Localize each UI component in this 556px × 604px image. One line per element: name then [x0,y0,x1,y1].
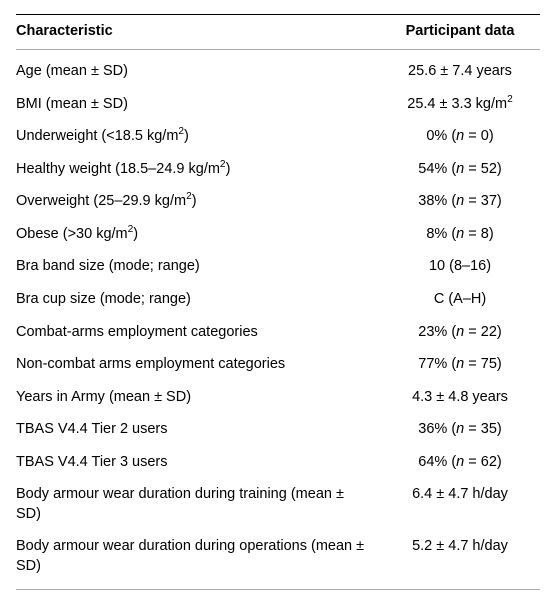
table-row: Overweight (25–29.9 kg/m2)38% (n = 37) [16,186,540,219]
header-row: Characteristic Participant data [16,15,540,50]
table-row: Non-combat arms employment categories77%… [16,349,540,382]
value-cell: 0% (n = 0) [380,121,540,154]
characteristic-cell: Non-combat arms employment categories [16,349,380,382]
characteristic-cell: Body armour wear duration during trainin… [16,479,380,531]
value-cell: C (A–H) [380,283,540,316]
table-row: Years in Army (mean ± SD)4.3 ± 4.8 years [16,381,540,414]
table-row: TBAS V4.4 Tier 2 users36% (n = 35) [16,414,540,447]
value-cell: 25.4 ± 3.3 kg/m2 [380,88,540,121]
table-row: Bra band size (mode; range)10 (8–16) [16,251,540,284]
characteristic-cell: Bra band size (mode; range) [16,251,380,284]
value-cell: 25.6 ± 7.4 years [380,50,540,89]
header-characteristic: Characteristic [16,15,380,50]
value-cell: 77% (n = 75) [380,349,540,382]
characteristic-cell: Body armour wear duration during operati… [16,531,380,589]
characteristic-cell: Age (mean ± SD) [16,50,380,89]
table-row: TBAS V4.4 Tier 3 users64% (n = 62) [16,446,540,479]
table-body: Age (mean ± SD)25.6 ± 7.4 yearsBMI (mean… [16,50,540,590]
value-cell: 38% (n = 37) [380,186,540,219]
value-cell: 36% (n = 35) [380,414,540,447]
characteristic-cell: Healthy weight (18.5–24.9 kg/m2) [16,153,380,186]
value-cell: 8% (n = 8) [380,218,540,251]
table-row: Age (mean ± SD)25.6 ± 7.4 years [16,50,540,89]
value-cell: 23% (n = 22) [380,316,540,349]
value-cell: 4.3 ± 4.8 years [380,381,540,414]
table-row: Combat-arms employment categories23% (n … [16,316,540,349]
characteristic-cell: Years in Army (mean ± SD) [16,381,380,414]
value-cell: 54% (n = 52) [380,153,540,186]
table-row: Bra cup size (mode; range)C (A–H) [16,283,540,316]
value-cell: 10 (8–16) [380,251,540,284]
value-cell: 5.2 ± 4.7 h/day [380,531,540,589]
characteristic-cell: Underweight (<18.5 kg/m2) [16,121,380,154]
characteristics-table: Characteristic Participant data Age (mea… [16,14,540,590]
characteristic-cell: TBAS V4.4 Tier 2 users [16,414,380,447]
table-row: Healthy weight (18.5–24.9 kg/m2)54% (n =… [16,153,540,186]
characteristic-cell: BMI (mean ± SD) [16,88,380,121]
table-row: Underweight (<18.5 kg/m2)0% (n = 0) [16,121,540,154]
characteristic-cell: Overweight (25–29.9 kg/m2) [16,186,380,219]
characteristic-cell: Combat-arms employment categories [16,316,380,349]
value-cell: 6.4 ± 4.7 h/day [380,479,540,531]
table-row: Obese (>30 kg/m2)8% (n = 8) [16,218,540,251]
table-row: BMI (mean ± SD)25.4 ± 3.3 kg/m2 [16,88,540,121]
table-row: Body armour wear duration during trainin… [16,479,540,531]
characteristic-cell: Bra cup size (mode; range) [16,283,380,316]
header-participant-data: Participant data [380,15,540,50]
characteristic-cell: Obese (>30 kg/m2) [16,218,380,251]
value-cell: 64% (n = 62) [380,446,540,479]
characteristic-cell: TBAS V4.4 Tier 3 users [16,446,380,479]
table-row: Body armour wear duration during operati… [16,531,540,589]
